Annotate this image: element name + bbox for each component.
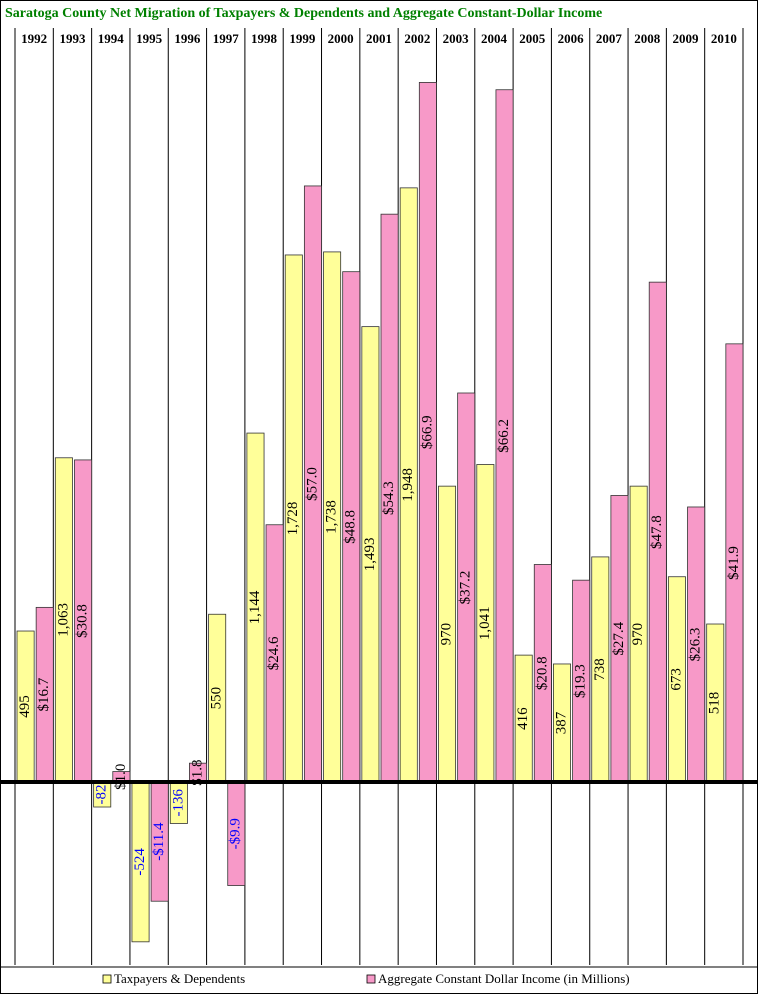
x-tick-label: 2009: [673, 31, 700, 46]
x-tick-label: 2006: [558, 31, 585, 46]
x-tick-label: 1993: [59, 31, 86, 46]
data-label: $37.2: [458, 571, 474, 605]
x-tick-label: 1992: [21, 31, 47, 46]
legend-label: Aggregate Constant Dollar Income (in Mil…: [378, 971, 630, 986]
x-tick-label: 1999: [289, 31, 316, 46]
legend-swatch: [366, 974, 376, 984]
data-label: $66.9: [419, 415, 435, 449]
data-label: 970: [438, 623, 454, 646]
x-tick-label: 2002: [404, 31, 430, 46]
data-label: 1,738: [324, 500, 340, 534]
x-tick-label: 2001: [366, 31, 392, 46]
data-label: $54.3: [381, 481, 397, 515]
data-label: $20.8: [534, 656, 550, 690]
data-label: 1,948: [400, 468, 416, 502]
data-label: 495: [17, 695, 33, 718]
data-label: $19.3: [573, 664, 589, 698]
chart-title: Saratoga County Net Migration of Taxpaye…: [5, 6, 602, 21]
data-label: $16.7: [36, 677, 52, 711]
x-tick-label: 2008: [634, 31, 661, 46]
data-label: 673: [668, 668, 684, 691]
legend-label: Taxpayers & Dependents: [114, 971, 245, 986]
x-tick-label: 2000: [328, 31, 354, 46]
data-label: 416: [515, 707, 531, 730]
data-label: $1.8: [189, 759, 205, 785]
x-tick-label: 1994: [98, 31, 125, 46]
data-label: 1,493: [362, 537, 378, 571]
data-label: 518: [707, 692, 723, 715]
x-tick-label: 2010: [711, 31, 737, 46]
legend-swatch: [102, 974, 112, 984]
data-label: 1,144: [247, 590, 263, 624]
x-tick-label: 1998: [251, 31, 278, 46]
data-label: $41.9: [726, 546, 742, 580]
data-label: -524: [132, 848, 148, 876]
data-label: -136: [170, 788, 186, 816]
x-tick-label: 1996: [174, 31, 201, 46]
data-label: $30.8: [74, 604, 90, 638]
data-label: 1,041: [477, 606, 493, 640]
data-label: $24.6: [266, 636, 282, 670]
data-label: $48.8: [343, 510, 359, 544]
x-tick-label: 2007: [596, 31, 623, 46]
x-tick-label: 2005: [519, 31, 546, 46]
data-label: 550: [209, 687, 225, 710]
x-tick-label: 2004: [481, 31, 508, 46]
data-label: $47.8: [649, 515, 665, 549]
data-label: 738: [592, 658, 608, 681]
data-label: $1.0: [113, 764, 129, 790]
x-tick-label: 1995: [136, 31, 163, 46]
data-label: 970: [630, 623, 646, 646]
data-label: -$11.4: [151, 822, 167, 861]
data-label: $66.2: [496, 419, 512, 453]
data-label: $57.0: [304, 467, 320, 501]
data-label: $26.3: [688, 628, 704, 662]
data-label: 1,063: [55, 603, 71, 637]
data-label: $27.4: [611, 621, 627, 655]
data-label: -$9.9: [228, 818, 244, 849]
data-label: 1,728: [285, 502, 301, 536]
x-tick-label: 1997: [213, 31, 240, 46]
data-label: -82: [94, 785, 110, 805]
data-label: 387: [553, 711, 569, 734]
x-tick-label: 2003: [443, 31, 470, 46]
